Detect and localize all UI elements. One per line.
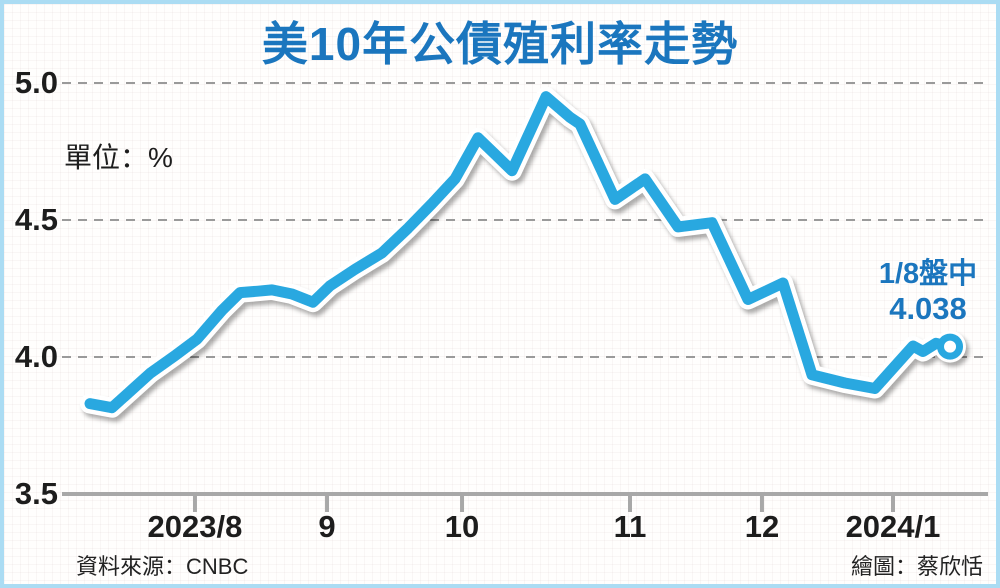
- credit-note: 繪圖：蔡欣恬: [850, 554, 983, 579]
- source-note: 資料來源：CNBC: [76, 554, 249, 579]
- x-axis-label-11: 11: [613, 509, 647, 544]
- x-axis-label-10: 10: [444, 509, 480, 544]
- x-axis-label-2023/8: 2023/8: [147, 509, 243, 544]
- y-axis-label-3.5: 3.5: [14, 476, 58, 511]
- chart-title: 美10年公債殖利率走勢: [261, 18, 739, 70]
- x-axis-label-9: 9: [318, 509, 336, 544]
- x-axis-label-12: 12: [744, 509, 780, 544]
- y-axis-label-4.0: 4.0: [14, 339, 58, 374]
- annotation-value: 4.038: [889, 291, 967, 326]
- y-axis-label-4.5: 4.5: [14, 202, 58, 237]
- yield-line: [84, 91, 956, 414]
- y-axis-label-5.0: 5.0: [14, 65, 58, 100]
- latest-value-annotation: 1/8盤中 4.038: [856, 257, 996, 326]
- unit-label: 單位：%: [64, 142, 173, 173]
- latest-point-marker: [937, 333, 964, 360]
- x-axis-label-2024/1: 2024/1: [845, 509, 941, 544]
- annotation-date: 1/8盤中: [878, 258, 978, 290]
